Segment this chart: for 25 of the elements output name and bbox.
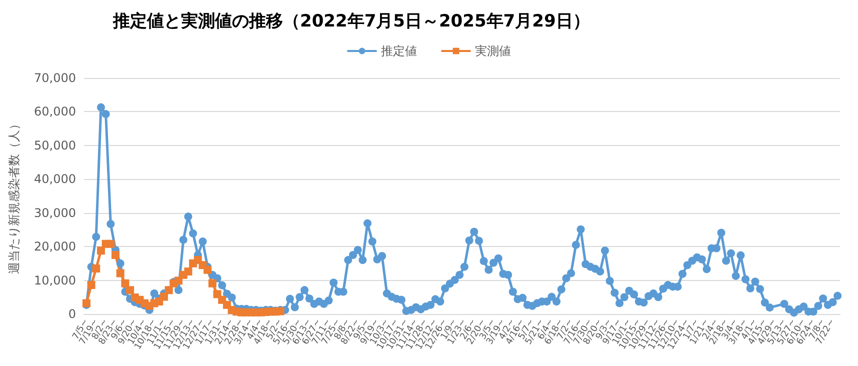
- point: [106, 240, 115, 248]
- y-tick-label: 70,000: [34, 71, 76, 85]
- y-tick-label: 10,000: [34, 273, 76, 288]
- legend-label: 推定値: [381, 44, 417, 58]
- point: [96, 246, 105, 255]
- point: [213, 290, 222, 298]
- y-tick-label: 20,000: [34, 240, 76, 254]
- point: [121, 279, 130, 288]
- point: [112, 251, 120, 259]
- y-tick-label: 0: [68, 307, 76, 321]
- y-axis-title: 週当たり新規感染者数（人）: [7, 118, 21, 274]
- point: [184, 268, 192, 276]
- point: [87, 281, 96, 290]
- y-tick-label: 40,000: [34, 172, 76, 186]
- chart-title: 推定値と実測値の推移（2022年7月5日～2025年7月29日）: [112, 12, 590, 32]
- legend-label: 実測値: [475, 44, 511, 58]
- point: [126, 286, 134, 294]
- point: [160, 292, 168, 301]
- point: [92, 264, 100, 272]
- y-tick-label: 50,000: [34, 138, 76, 152]
- point: [204, 266, 212, 274]
- y-tick-label: 30,000: [34, 206, 76, 220]
- y-tick-label: 60,000: [34, 104, 76, 119]
- point: [208, 279, 216, 288]
- point: [116, 269, 124, 278]
